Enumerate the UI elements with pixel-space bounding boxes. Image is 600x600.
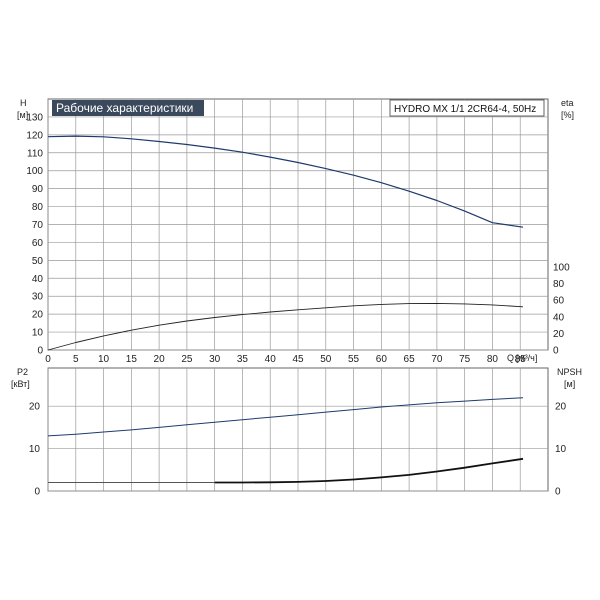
x-tick-label: 25 [181, 354, 193, 365]
y-left-tick-label: 0 [37, 346, 43, 357]
y-left-tick-label: 120 [26, 130, 43, 141]
power-curve [47, 397, 524, 437]
y-right-tick-label: 0 [553, 346, 559, 357]
x-tick-label: 85 [515, 354, 527, 365]
y-left-tick-label: 40 [32, 274, 44, 285]
top-panel: 0 5 10 15 20 25 30 35 40 45 50 55 60 65 70 75 80 85 0 10 20… [17, 98, 574, 365]
top-y-left-tick-labels: 0 10 20 30 40 50 60 70 80 90 100 110 120 130 [26, 112, 43, 356]
p2-axis-unit: [кВт] [11, 379, 30, 389]
model-label: HYDRO MX 1/1 2CR64-4, 50Hz [394, 104, 536, 115]
y-left-tick-label: 100 [26, 166, 43, 177]
bottom-y-left-tick-labels: 0 10 20 [29, 402, 41, 498]
x-tick-label: 0 [45, 354, 51, 365]
y-right-tick-label: 20 [553, 329, 565, 340]
y-left-tick-label: 130 [26, 112, 43, 123]
y-left-axis-unit: [м] [17, 110, 28, 120]
x-axis-unit: [м³/ч] [516, 353, 537, 363]
head-curve [47, 135, 524, 228]
y-left-tick-label: 60 [32, 238, 44, 249]
p2-tick-label: 0 [34, 487, 40, 498]
y-right-tick-label: 40 [553, 312, 565, 323]
x-tick-label: 20 [154, 354, 166, 365]
y-right-axis-name: eta [561, 98, 574, 108]
top-x-tick-labels: 0 5 10 15 20 25 30 35 40 45 50 55 60 65 70 75 80 85 [45, 354, 526, 365]
bottom-y-right-tick-labels: 0 10 20 [555, 402, 567, 498]
y-left-tick-label: 50 [32, 256, 44, 267]
bottom-panel: 0 10 20 0 10 20 P2 [кВт] NPSH [м] [11, 367, 582, 498]
y-right-tick-label: 80 [553, 279, 565, 290]
top-grid [47, 99, 548, 351]
y-left-tick-label: 70 [32, 220, 44, 231]
x-tick-label: 30 [209, 354, 221, 365]
x-tick-label: 50 [320, 354, 332, 365]
chart-title: Рабочие характеристики [56, 101, 193, 115]
x-tick-label: 70 [431, 354, 443, 365]
model-label-box [389, 99, 545, 117]
x-tick-label: 5 [73, 354, 79, 365]
npsh-tick-label: 0 [555, 487, 561, 498]
y-left-tick-label: 10 [32, 328, 44, 339]
p2-tick-label: 10 [29, 444, 41, 455]
x-tick-label: 60 [376, 354, 388, 365]
npsh-curve [214, 457, 524, 484]
x-tick-label: 80 [487, 354, 499, 365]
y-right-axis-unit: [%] [561, 110, 574, 120]
x-tick-label: 45 [292, 354, 304, 365]
y-left-tick-label: 80 [32, 202, 44, 213]
x-axis-name: Q [507, 353, 514, 363]
y-right-tick-label: 100 [553, 263, 570, 274]
npsh-axis-unit: [м] [564, 379, 575, 389]
bottom-grid [47, 368, 548, 492]
x-tick-label: 75 [459, 354, 471, 365]
npsh-axis-name: NPSH [557, 367, 582, 377]
top-y-right-tick-labels: 0 20 40 60 80 100 [553, 263, 570, 357]
x-tick-label: 65 [404, 354, 416, 365]
y-left-axis-name: H [20, 98, 27, 108]
x-tick-label: 15 [126, 354, 138, 365]
y-left-tick-label: 20 [32, 310, 44, 321]
y-left-tick-label: 30 [32, 292, 44, 303]
npsh-tick-label: 20 [555, 402, 567, 413]
efficiency-curve [47, 302, 524, 351]
p2-axis-name: P2 [17, 367, 28, 377]
npsh-tick-label: 10 [555, 444, 567, 455]
y-right-tick-label: 60 [553, 296, 565, 307]
top-series-group [47, 135, 524, 351]
y-left-tick-label: 90 [32, 184, 44, 195]
x-tick-label: 55 [348, 354, 360, 365]
x-tick-label: 40 [265, 354, 277, 365]
x-tick-label: 35 [237, 354, 249, 365]
chart-title-box [52, 100, 204, 116]
p2-tick-label: 20 [29, 402, 41, 413]
x-tick-label: 10 [98, 354, 110, 365]
y-left-tick-label: 110 [27, 148, 43, 159]
bottom-series-group [47, 397, 524, 484]
